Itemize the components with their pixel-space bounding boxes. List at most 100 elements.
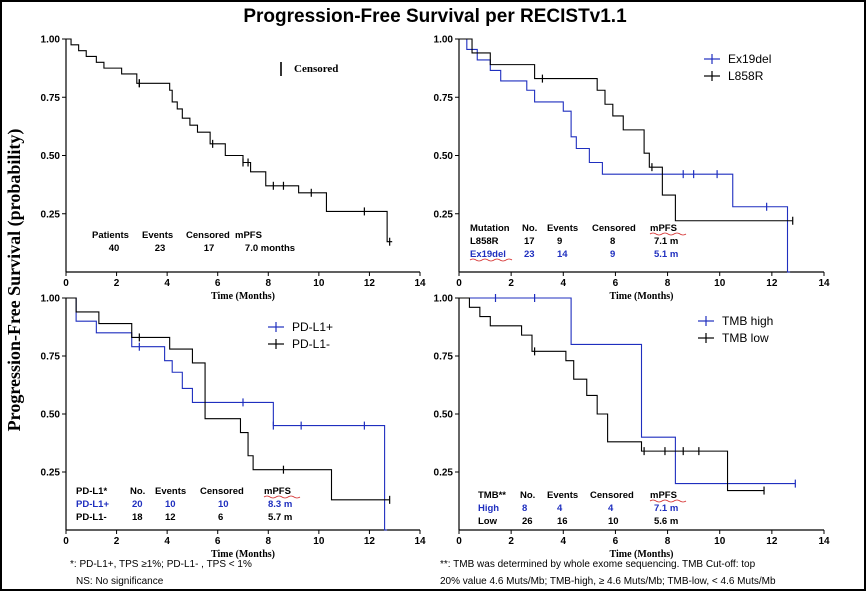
km-curve-overall	[66, 38, 393, 243]
table-cell: 23	[155, 243, 166, 254]
x-tick-label: 8	[665, 278, 671, 289]
table-cell: 20	[132, 499, 143, 510]
x-axis-label: Time (Months)	[610, 291, 674, 302]
table-cell: L858R	[470, 236, 499, 247]
table-cell: Ex19del	[470, 249, 506, 260]
panel-tmb: 0 2 4 6 8 10 12 14 0.25 0.50 0.75 1.00 Time (Months)…	[434, 294, 830, 561]
y-tick-label: 1.00	[41, 294, 61, 305]
table-cell: 7.1 m	[654, 236, 678, 247]
y-tick-label: 0.25	[41, 468, 61, 479]
x-axis-label: Time (Months)	[610, 549, 674, 560]
table-cell: 10	[608, 516, 619, 527]
y-tick-label: 0.25	[434, 209, 454, 220]
table-cell: 9	[610, 249, 615, 260]
x-tick-label: 12	[364, 278, 376, 289]
table-header-cell: Censored	[592, 223, 636, 234]
x-tick-label: 14	[818, 536, 830, 547]
table-cell: 17	[204, 243, 215, 254]
footnote-ns: NS: No significance	[76, 576, 164, 587]
y-tick-label: 0.50	[434, 151, 454, 162]
legend-label: PD-L1+	[292, 320, 333, 334]
table-cell: 23	[524, 249, 535, 260]
table-header-cell: Censored	[590, 490, 634, 501]
x-tick-label: 2	[114, 536, 120, 547]
table-cell: 26	[522, 516, 533, 527]
x-tick-label: 10	[313, 278, 325, 289]
y-tick-label: 0.75	[434, 93, 454, 104]
table-header-cell: Patients	[92, 230, 129, 241]
spellcheck-underline	[469, 258, 513, 262]
footnote-tmb-cutoff: 20% value 4.6 Muts/Mb; TMB-high, ≥ 4.6 M…	[440, 576, 776, 587]
panel-pdl1: 0 2 4 6 8 10 12 14 0.25 0.50 0.75 1.00 Time (Months)…	[41, 294, 426, 561]
figure-title: Progression-Free Survival per RECISTv1.1	[243, 6, 627, 27]
x-tick-label: 10	[714, 536, 726, 547]
legend-label: PD-L1-	[292, 337, 330, 351]
table-cell: 4	[608, 503, 614, 514]
table-header-cell: PD-L1*	[76, 486, 107, 497]
table-cell: 7.0 months	[245, 243, 295, 254]
table-cell: 8	[610, 236, 615, 247]
y-tick-label: 0.25	[434, 468, 454, 479]
table-cell: 8	[522, 503, 527, 514]
x-tick-label: 0	[456, 536, 462, 547]
x-tick-label: 0	[63, 278, 69, 289]
x-tick-label: 6	[613, 536, 619, 547]
table-cell: 10	[165, 499, 176, 510]
y-tick-label: 0.50	[41, 151, 61, 162]
x-tick-label: 0	[456, 278, 462, 289]
km-curve-tmb-high	[459, 297, 796, 485]
legend-label: TMB low	[722, 331, 769, 345]
table-header-cell: mPFS	[650, 223, 677, 234]
table-cell: Low	[478, 516, 498, 527]
panel-overall: 0 2 4 6 8 10 12 14 0.25 0.50 0.75 1.00 Time (Months)…	[41, 35, 426, 303]
table-cell: 18	[132, 512, 143, 523]
panels: 0 2 4 6 8 10 12 14 0.25 0.50 0.75 1.00 Time (Months)…	[41, 35, 830, 561]
x-tick-label: 6	[215, 278, 221, 289]
table-cell: 8.3 m	[268, 499, 292, 510]
table-cell: PD-L1-	[76, 512, 107, 523]
table-header-cell: Mutation	[470, 223, 510, 234]
x-tick-label: 4	[561, 536, 567, 547]
x-tick-label: 12	[766, 536, 778, 547]
table-cell: 16	[557, 516, 568, 527]
x-tick-label: 2	[508, 278, 514, 289]
y-tick-label: 0.25	[41, 209, 61, 220]
x-tick-label: 10	[313, 536, 325, 547]
x-tick-label: 4	[164, 536, 170, 547]
table-header-cell: No.	[130, 486, 145, 497]
table-header-cell: Events	[142, 230, 173, 241]
footnote-pdl1-definition: *: PD-L1+, TPS ≥1%; PD-L1- , TPS < 1%	[70, 559, 252, 570]
table-cell: PD-L1+	[76, 499, 109, 510]
x-tick-label: 4	[561, 278, 567, 289]
spellcheck-underline	[263, 495, 301, 499]
x-tick-label: 6	[215, 536, 221, 547]
legend-label: Ex19del	[728, 52, 771, 66]
legend-label: L858R	[728, 69, 764, 83]
legend-label-censored: Censored	[294, 63, 338, 75]
table-header-cell: Events	[547, 223, 578, 234]
km-curve-l858r	[459, 38, 793, 222]
table-cell: 4	[557, 503, 563, 514]
y-tick-label: 0.75	[41, 352, 61, 363]
table-header-cell: Censored	[186, 230, 230, 241]
table-header-cell: mPFS	[264, 486, 291, 497]
x-tick-label: 4	[164, 278, 170, 289]
x-tick-label: 2	[508, 536, 514, 547]
y-tick-label: 0.75	[41, 93, 61, 104]
table-cell: 9	[557, 236, 562, 247]
table-header-cell: mPFS	[650, 490, 677, 501]
panel-mutation: 0 2 4 6 8 10 12 14 0.25 0.50 0.75 1.00 Time (Months)…	[434, 35, 830, 303]
table-cell: 14	[557, 249, 568, 260]
table-cell: 5.1 m	[654, 249, 678, 260]
x-axis-label: Time (Months)	[211, 291, 275, 302]
y-tick-label: 0.50	[41, 410, 61, 421]
x-tick-label: 8	[665, 536, 671, 547]
table-cell: 12	[165, 512, 176, 523]
x-tick-label: 14	[818, 278, 830, 289]
table-cell: 5.6 m	[654, 516, 678, 527]
table-header-cell: Events	[155, 486, 186, 497]
y-tick-label: 0.75	[434, 352, 454, 363]
legend-label: TMB high	[722, 314, 773, 328]
table-header-cell: mPFS	[235, 230, 262, 241]
